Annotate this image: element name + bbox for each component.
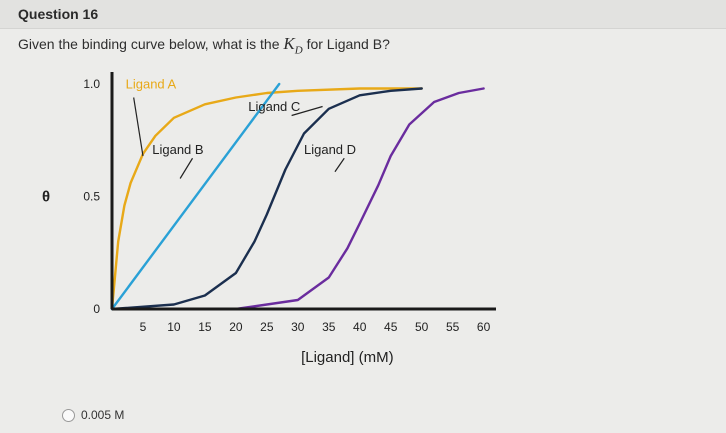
answer-radio[interactable] <box>62 408 75 422</box>
label-pointer-ligand-a <box>133 97 144 157</box>
question-header: Question 16 <box>0 0 726 29</box>
label-pointer-ligand-c <box>291 105 323 117</box>
x-tick-label: 35 <box>322 320 336 334</box>
x-tick-label: 50 <box>415 320 429 334</box>
series-line-ligand-a <box>110 87 423 311</box>
y-axis-label: θ <box>42 189 50 206</box>
series-label-ligand-b: Ligand B <box>152 142 203 157</box>
series-line-ligand-d <box>234 87 485 311</box>
kd-symbol-main: K <box>283 34 295 53</box>
x-tick-label: 5 <box>140 320 147 334</box>
prompt-suffix: for Ligand B? <box>306 36 390 52</box>
x-tick-label: 15 <box>198 320 212 334</box>
binding-curve-chart: 0 0.5 1.0 θ 5 10 15 20 25 30 35 40 45 50 55 60 [Ligand] … <box>42 72 496 366</box>
x-tick-label: 40 <box>353 320 367 334</box>
question-title: Question 16 <box>18 6 99 22</box>
x-axis-label: [Ligand] (mM) <box>301 349 394 366</box>
kd-symbol-subscript: D <box>294 44 303 57</box>
kd-symbol: KD <box>283 34 303 57</box>
x-tick-label: 55 <box>446 320 460 334</box>
series-label-ligand-c: Ligand C <box>248 99 300 114</box>
series-line-ligand-c <box>110 87 423 311</box>
x-tick-label: 10 <box>167 320 181 334</box>
prompt-text: Given the binding curve below, what is t… <box>18 36 280 52</box>
question-prompt: Given the binding curve below, what is t… <box>18 34 390 56</box>
series-line-ligand-b <box>110 82 281 311</box>
answer-label[interactable]: 0.005 M <box>81 408 125 422</box>
answer-option[interactable]: 0.005 M <box>62 408 124 422</box>
y-tick-label: 0.5 <box>83 190 100 204</box>
x-tick-label: 20 <box>229 320 243 334</box>
y-tick-label: 0 <box>93 302 100 316</box>
label-pointer-ligand-d <box>334 157 345 173</box>
label-pointer-ligand-b <box>179 157 194 179</box>
x-tick-label: 30 <box>291 320 305 334</box>
series-label-ligand-d: Ligand D <box>304 142 356 157</box>
y-tick-label: 1.0 <box>83 77 100 91</box>
x-tick-label: 60 <box>477 320 491 334</box>
x-tick-label: 45 <box>384 320 398 334</box>
x-tick-label: 25 <box>260 320 274 334</box>
series-label-ligand-a: Ligand A <box>126 77 177 92</box>
